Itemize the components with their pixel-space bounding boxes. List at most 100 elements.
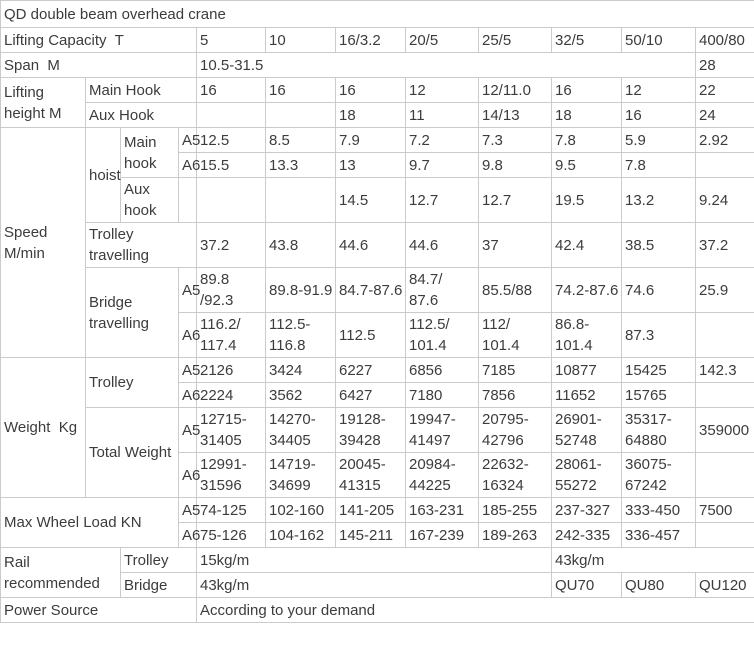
table-cell: 112.5 <box>335 312 406 358</box>
table-row: Max Wheel Load KN A5 74-125 102-160 141-205 1… <box>0 497 754 548</box>
title-row: QD double beam overhead crane <box>0 0 754 28</box>
trolley-travelling-label: Trolley travelling <box>85 222 197 268</box>
table-cell: 12.5 <box>196 127 266 153</box>
table-cell: 5.9 <box>621 127 696 153</box>
table-cell: 6856 <box>405 357 479 383</box>
table-row: A6 75-126 104-162 145-211 167-239 189-263 242-… <box>1 522 754 548</box>
table-cell: 2126 <box>196 357 266 383</box>
table-cell: 44.6 <box>335 222 406 268</box>
table-cell: 15.5 <box>196 152 266 178</box>
capacity-value: 16/3.2 <box>335 27 406 53</box>
table-row: Aux hook 14.5 12.7 12.7 19.5 13.2 9.24 <box>1 177 754 223</box>
table-cell: 84.7/ 87.6 <box>405 267 479 313</box>
table-cell: 112.5/ 101.4 <box>405 312 479 358</box>
table-cell: 102-160 <box>265 497 336 523</box>
table-cell <box>695 312 754 358</box>
capacity-value: 400/80 <box>695 27 754 53</box>
rail-recommended-label: Rail recommended <box>0 547 121 598</box>
trolley-weight-label: Trolley <box>85 357 179 408</box>
duty-class-label: A5 <box>178 127 200 153</box>
table-cell: 7.9 <box>335 127 406 153</box>
table-cell: 7.8 <box>621 152 696 178</box>
table-cell: According to your demand <box>196 597 754 623</box>
table-row: Rail recommended Trolley 15kg/m 43kg/m <box>0 547 754 598</box>
table-row: Aux Hook 18 11 14/13 18 16 24 <box>1 102 754 128</box>
table-cell: 7180 <box>405 382 479 408</box>
table-cell: 9.8 <box>478 152 552 178</box>
table-cell: 14719- 34699 <box>265 452 336 498</box>
aux-hook-label: Aux Hook <box>85 102 197 128</box>
capacity-value: 25/5 <box>478 27 552 53</box>
table-cell: 42.4 <box>551 222 622 268</box>
table-cell: 19947- 41497 <box>405 407 479 453</box>
table-cell <box>196 177 266 223</box>
table-cell: 141-205 <box>335 497 406 523</box>
table-cell: 9.24 <box>695 177 754 223</box>
table-cell <box>695 452 754 498</box>
duty-class-label: A6 <box>178 152 200 178</box>
table-cell: 16 <box>265 77 336 103</box>
capacity-value: 32/5 <box>551 27 622 53</box>
table-cell: 242-335 <box>551 522 622 548</box>
table-cell: 12991- 31596 <box>196 452 266 498</box>
table-cell: 7.8 <box>551 127 622 153</box>
table-cell: 26901- 52748 <box>551 407 622 453</box>
max-wheel-load-label: Max Wheel Load KN <box>0 497 179 548</box>
table-cell: 15kg/m <box>196 547 552 573</box>
table-cell: 13.3 <box>265 152 336 178</box>
table-cell: 333-450 <box>621 497 696 523</box>
table-cell: 89.8-91.9 <box>265 267 336 313</box>
table-cell: 15425 <box>621 357 696 383</box>
table-cell: 86.8- 101.4 <box>551 312 622 358</box>
table-cell: 12/11.0 <box>478 77 552 103</box>
table-cell: 16 <box>335 77 406 103</box>
table-cell: 75-126 <box>196 522 266 548</box>
table-cell: 13 <box>335 152 406 178</box>
table-cell: 2.92 <box>695 127 754 153</box>
table-cell: 14/13 <box>478 102 552 128</box>
table-cell: 74.2-87.6 <box>551 267 622 313</box>
table-cell: 37.2 <box>196 222 266 268</box>
table-cell: 14270- 34405 <box>265 407 336 453</box>
table-cell: 37 <box>478 222 552 268</box>
table-cell: 9.7 <box>405 152 479 178</box>
capacity-value: 10 <box>265 27 336 53</box>
main-hook-label: Main Hook <box>85 77 197 103</box>
table-cell <box>695 152 754 178</box>
table-cell: 10877 <box>551 357 622 383</box>
table-cell: 112/ 101.4 <box>478 312 552 358</box>
table-cell: 116.2/ 117.4 <box>196 312 266 358</box>
table-cell: 14.5 <box>335 177 406 223</box>
table-cell: 20795- 42796 <box>478 407 552 453</box>
table-cell: 15765 <box>621 382 696 408</box>
table-cell: 43.8 <box>265 222 336 268</box>
table-cell: 3424 <box>265 357 336 383</box>
table-cell: 10.5-31.5 <box>196 52 696 78</box>
duty-class-label: A6 <box>178 522 200 548</box>
table-cell: 7185 <box>478 357 552 383</box>
table-cell: 12.7 <box>478 177 552 223</box>
table-row: Span M 10.5-31.5 28 <box>0 52 754 78</box>
span-label: Span M <box>0 52 197 78</box>
table-cell <box>695 522 754 548</box>
duty-class-label: A6 <box>178 312 200 358</box>
table-cell <box>265 177 336 223</box>
table-cell: 13.2 <box>621 177 696 223</box>
table-row: A6 12991- 31596 14719- 34699 20045- 41315 20… <box>1 452 754 498</box>
table-cell: 36075- 67242 <box>621 452 696 498</box>
table-cell: 24 <box>695 102 754 128</box>
speed-main-hook-label: Main hook <box>120 127 179 178</box>
table-cell: 25.9 <box>695 267 754 313</box>
table-cell: 85.5/88 <box>478 267 552 313</box>
table-cell: 336-457 <box>621 522 696 548</box>
duty-class-label: A6 <box>178 452 200 498</box>
rail-bridge-label: Bridge <box>120 572 197 598</box>
table-cell: 359000 <box>695 407 754 453</box>
speed-label: Speed M/min <box>0 127 86 358</box>
table-cell: 11 <box>405 102 479 128</box>
table-cell: 18 <box>335 102 406 128</box>
table-cell: 20984- 44225 <box>405 452 479 498</box>
table-cell: 9.5 <box>551 152 622 178</box>
table-cell: 44.6 <box>405 222 479 268</box>
duty-class-label: A5 <box>178 357 200 383</box>
